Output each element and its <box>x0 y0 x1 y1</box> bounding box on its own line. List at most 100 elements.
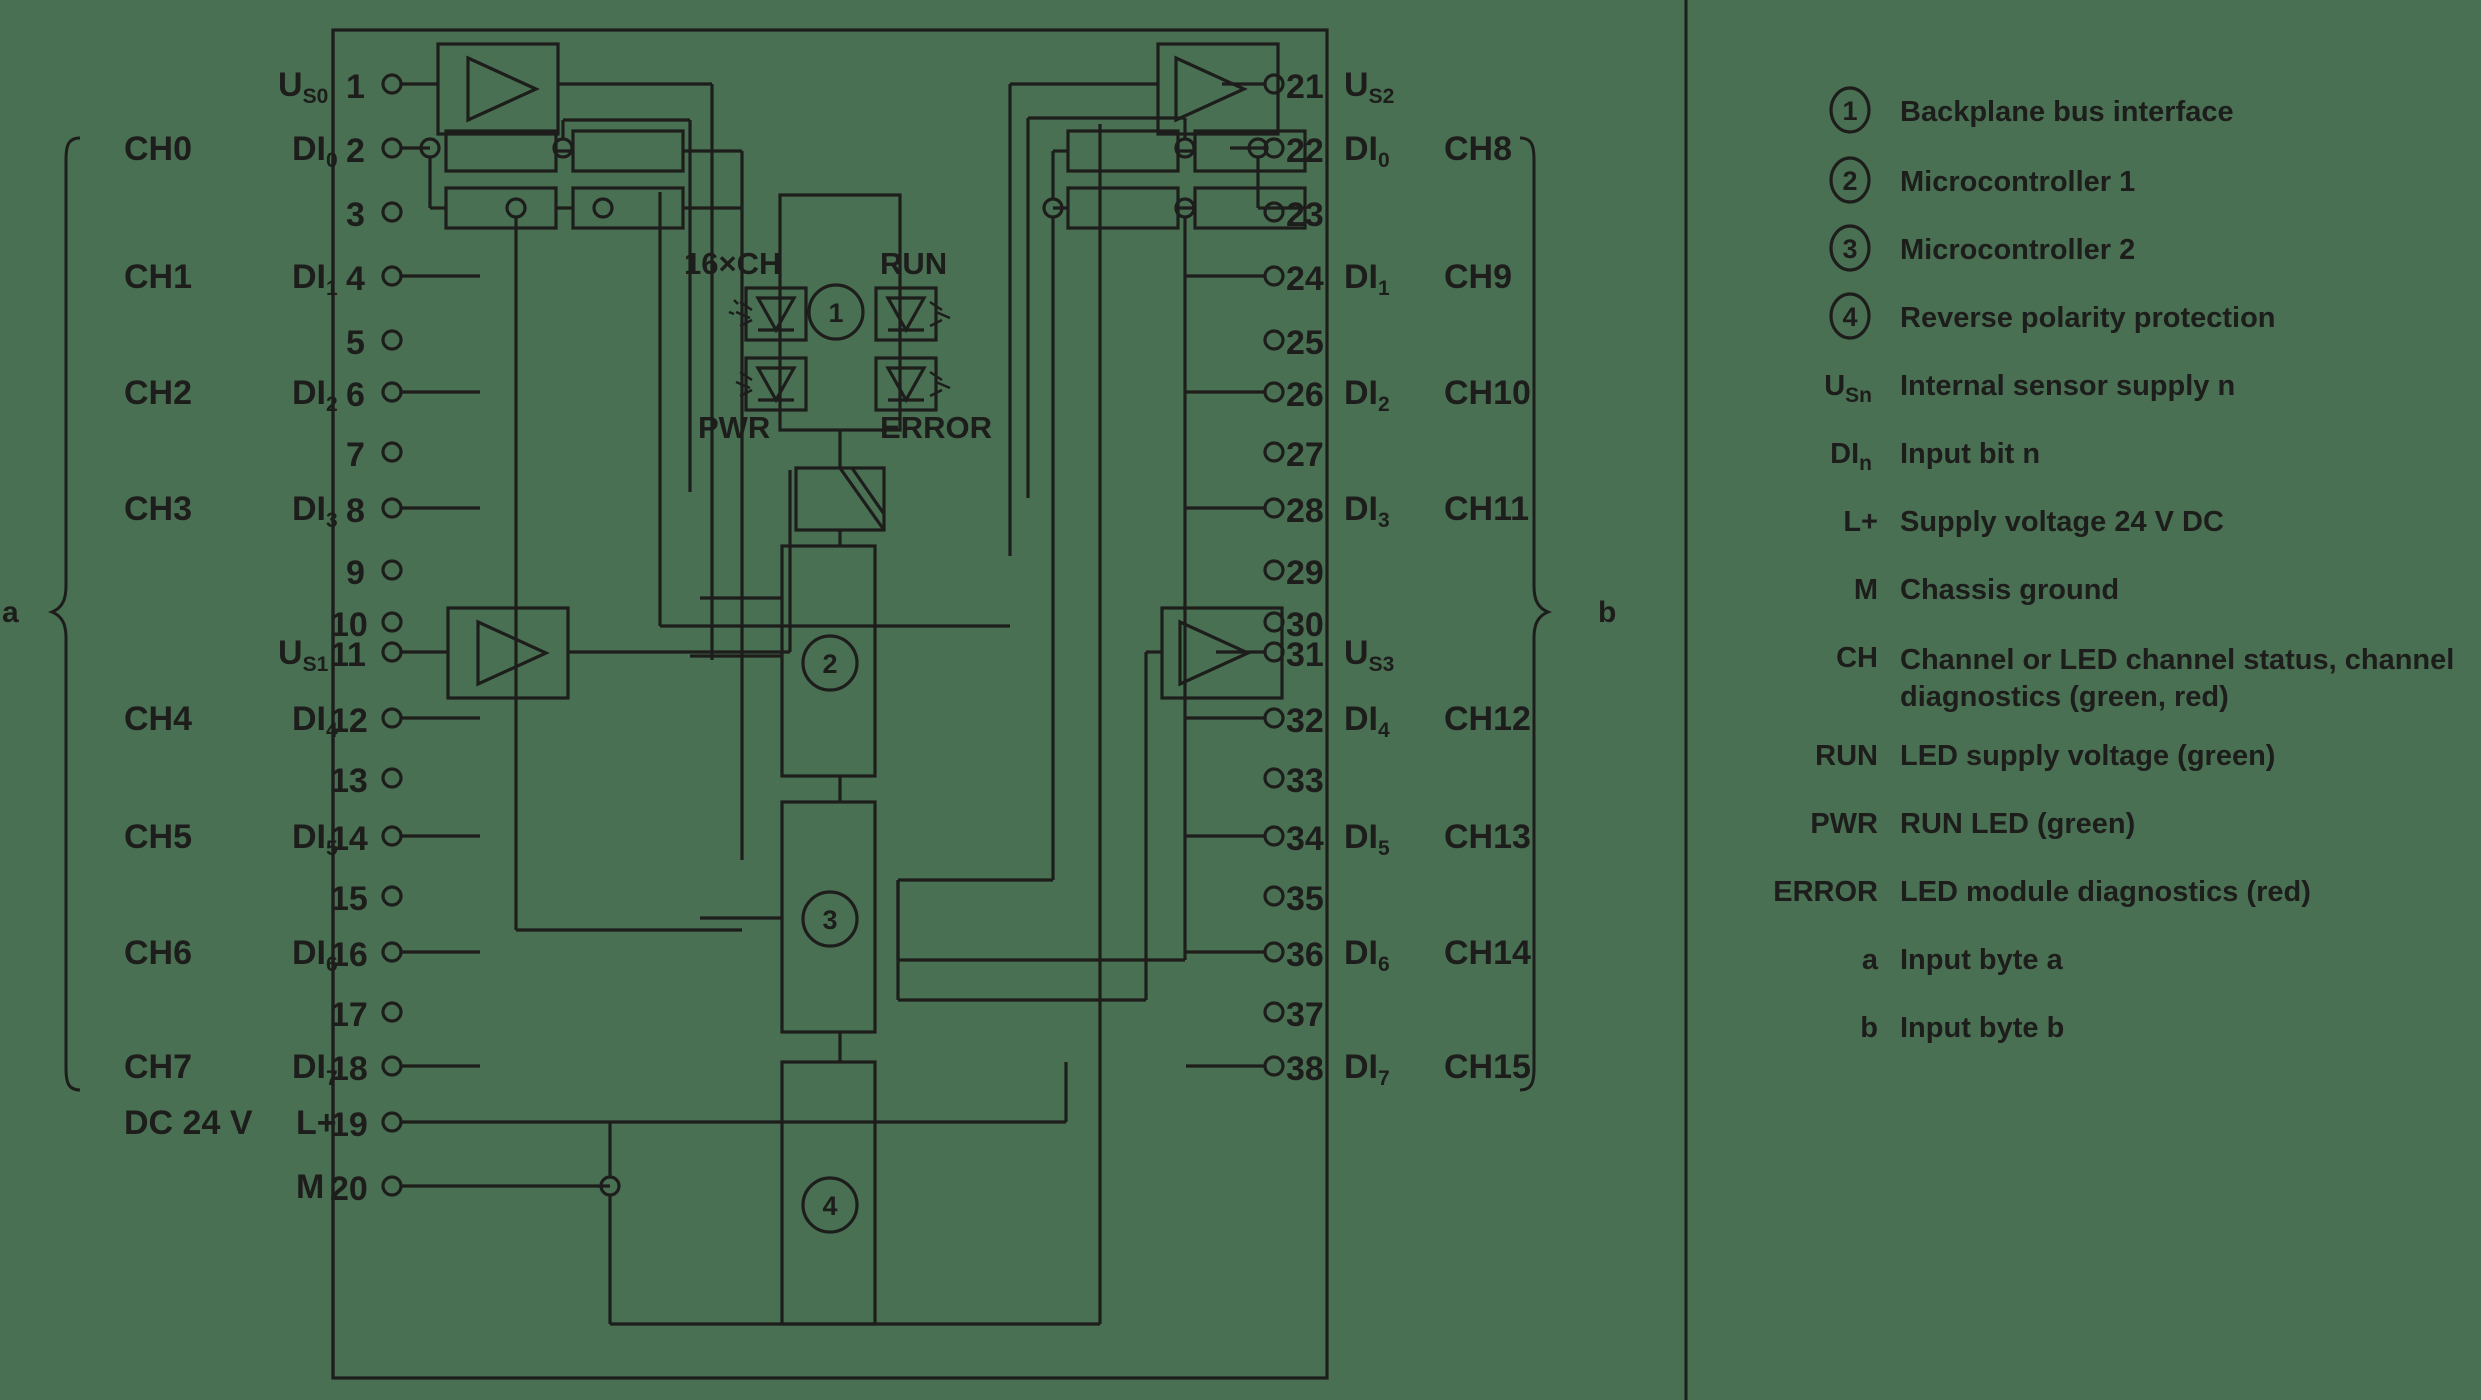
right-signal-di3: DI3 <box>1344 490 1390 532</box>
legend-text-2: Microcontroller 1 <box>1900 166 2136 198</box>
right-channel-label-11: CH11 <box>1444 490 1530 528</box>
block-2-microcontroller1 <box>780 544 877 778</box>
right-channel-label-14: CH14 <box>1444 934 1531 972</box>
left-terminal-num-4: 4 <box>346 260 365 298</box>
right-terminal-num-25: 25 <box>1286 324 1324 362</box>
block-number-3: 3 <box>822 905 838 935</box>
led-label-pwr: PWR <box>698 410 771 445</box>
block-1-marker <box>807 283 865 341</box>
right-terminal-num-36: 36 <box>1286 936 1324 974</box>
right-signal-di4: DI4 <box>1344 700 1390 742</box>
left-terminal-num-14: 14 <box>330 820 368 858</box>
right-terminal-num-27: 27 <box>1286 436 1324 474</box>
block-4-marker <box>801 1176 859 1234</box>
right-signal-di1: DI1 <box>1344 258 1390 300</box>
led-box-16xch <box>744 286 808 342</box>
left-terminal-num-20: 20 <box>330 1170 368 1208</box>
led-box-pwr <box>744 356 808 412</box>
left-signal-lplus: L+ <box>296 1104 337 1142</box>
left-channel-label-2: CH2 <box>124 374 193 412</box>
right-terminal-num-24: 24 <box>1286 260 1324 298</box>
legend-key-ch: CH <box>1836 642 1878 674</box>
led-label-16xch: 16×CH <box>684 246 782 281</box>
right-terminal-num-21: 21 <box>1286 68 1324 106</box>
right-terminal-num-37: 37 <box>1286 996 1324 1034</box>
legend-text-b: Input byte b <box>1900 1012 2065 1044</box>
right-signal-di6: DI6 <box>1344 934 1390 976</box>
left-terminal-num-15: 15 <box>330 880 368 918</box>
resistor-l1 <box>444 129 558 173</box>
block-number-4: 4 <box>822 1191 838 1221</box>
right-terminal-num-26: 26 <box>1286 376 1324 414</box>
legend-key-lplus: L+ <box>1843 506 1878 538</box>
legend-text-pwr: RUN LED (green) <box>1900 808 2136 840</box>
brace-a <box>47 136 81 1092</box>
legend-key-a: a <box>1861 944 1878 976</box>
legend-key-usn: USn <box>1824 370 1872 407</box>
left-power-label: DC 24 V <box>124 1104 253 1142</box>
left-terminal-num-17: 17 <box>330 996 368 1034</box>
led-box-run <box>874 286 938 342</box>
left-terminal-num-11: 11 <box>330 636 366 674</box>
right-signal-us3: US3 <box>1344 634 1395 676</box>
legend-text-3: Microcontroller 2 <box>1900 234 2136 266</box>
left-terminal-num-10: 10 <box>330 606 368 644</box>
left-terminal-num-12: 12 <box>330 702 368 740</box>
legend-key-din: DIn <box>1830 438 1872 475</box>
amplifier-left-mid <box>446 606 570 700</box>
legend-text-ch: Channel or LED channel status, channel d… <box>1900 644 2455 714</box>
left-signal-di6: DI6 <box>292 934 338 976</box>
right-terminal-num-35: 35 <box>1286 880 1324 918</box>
led-label-run: RUN <box>880 246 948 281</box>
left-terminal-num-6: 6 <box>346 376 365 414</box>
brace-label-a: a <box>2 596 19 629</box>
legend-marker-4 <box>1829 292 1871 340</box>
left-signal-di7: DI7 <box>292 1048 338 1090</box>
brace-b <box>1519 136 1553 1092</box>
legend-key-b: b <box>1860 1012 1878 1044</box>
legend-marker-1 <box>1829 86 1871 134</box>
brace-label-b: b <box>1598 596 1617 629</box>
left-signal-di1: DI1 <box>292 258 338 300</box>
block-number-1: 1 <box>828 298 844 328</box>
left-terminal-num-19: 19 <box>330 1106 368 1144</box>
left-channel-label-0: CH0 <box>124 130 193 168</box>
right-signal-di5: DI5 <box>1344 818 1390 860</box>
left-channel-label-6: CH6 <box>124 934 193 972</box>
legend-marker-number-3: 3 <box>1842 234 1858 264</box>
left-signal-us1: US1 <box>278 634 329 676</box>
left-signal-di4: DI4 <box>292 700 338 742</box>
amplifier-left-top <box>436 42 560 136</box>
resistor-l4 <box>571 186 685 230</box>
left-terminal-num-13: 13 <box>330 762 368 800</box>
resistor-r3 <box>1066 186 1180 230</box>
legend-text-run: LED supply voltage (green) <box>1900 740 2276 772</box>
block-3-marker <box>801 890 859 948</box>
right-terminal-num-23: 23 <box>1286 196 1324 234</box>
left-terminal-num-9: 9 <box>346 554 365 592</box>
right-terminal-num-34: 34 <box>1286 820 1324 858</box>
right-terminal-num-30: 30 <box>1286 606 1324 644</box>
led-label-error: ERROR <box>880 410 992 445</box>
right-channel-label-15: CH15 <box>1444 1048 1531 1086</box>
right-channel-label-13: CH13 <box>1444 818 1531 856</box>
left-terminal-num-7: 7 <box>346 436 365 474</box>
right-signal-di0: DI0 <box>1344 130 1390 172</box>
left-terminal-num-5: 5 <box>346 324 365 362</box>
left-channel-label-3: CH3 <box>124 490 193 528</box>
legend-marker-3 <box>1829 224 1871 272</box>
right-signal-us2: US2 <box>1344 66 1395 108</box>
legend-text-usn: Internal sensor supply n <box>1900 370 2236 402</box>
left-signal-di2: DI2 <box>292 374 338 416</box>
right-terminal-num-38: 38 <box>1286 1050 1324 1088</box>
amplifier-right-top <box>1156 42 1280 136</box>
resistor-l2 <box>571 129 685 173</box>
right-signal-di7: DI7 <box>1344 1048 1390 1090</box>
legend-text-error: LED module diagnostics (red) <box>1900 876 2311 908</box>
right-channel-label-9: CH9 <box>1444 258 1513 296</box>
left-terminal-num-2: 2 <box>346 132 365 170</box>
right-terminal-num-33: 33 <box>1286 762 1324 800</box>
resistor-r1 <box>1066 129 1180 173</box>
